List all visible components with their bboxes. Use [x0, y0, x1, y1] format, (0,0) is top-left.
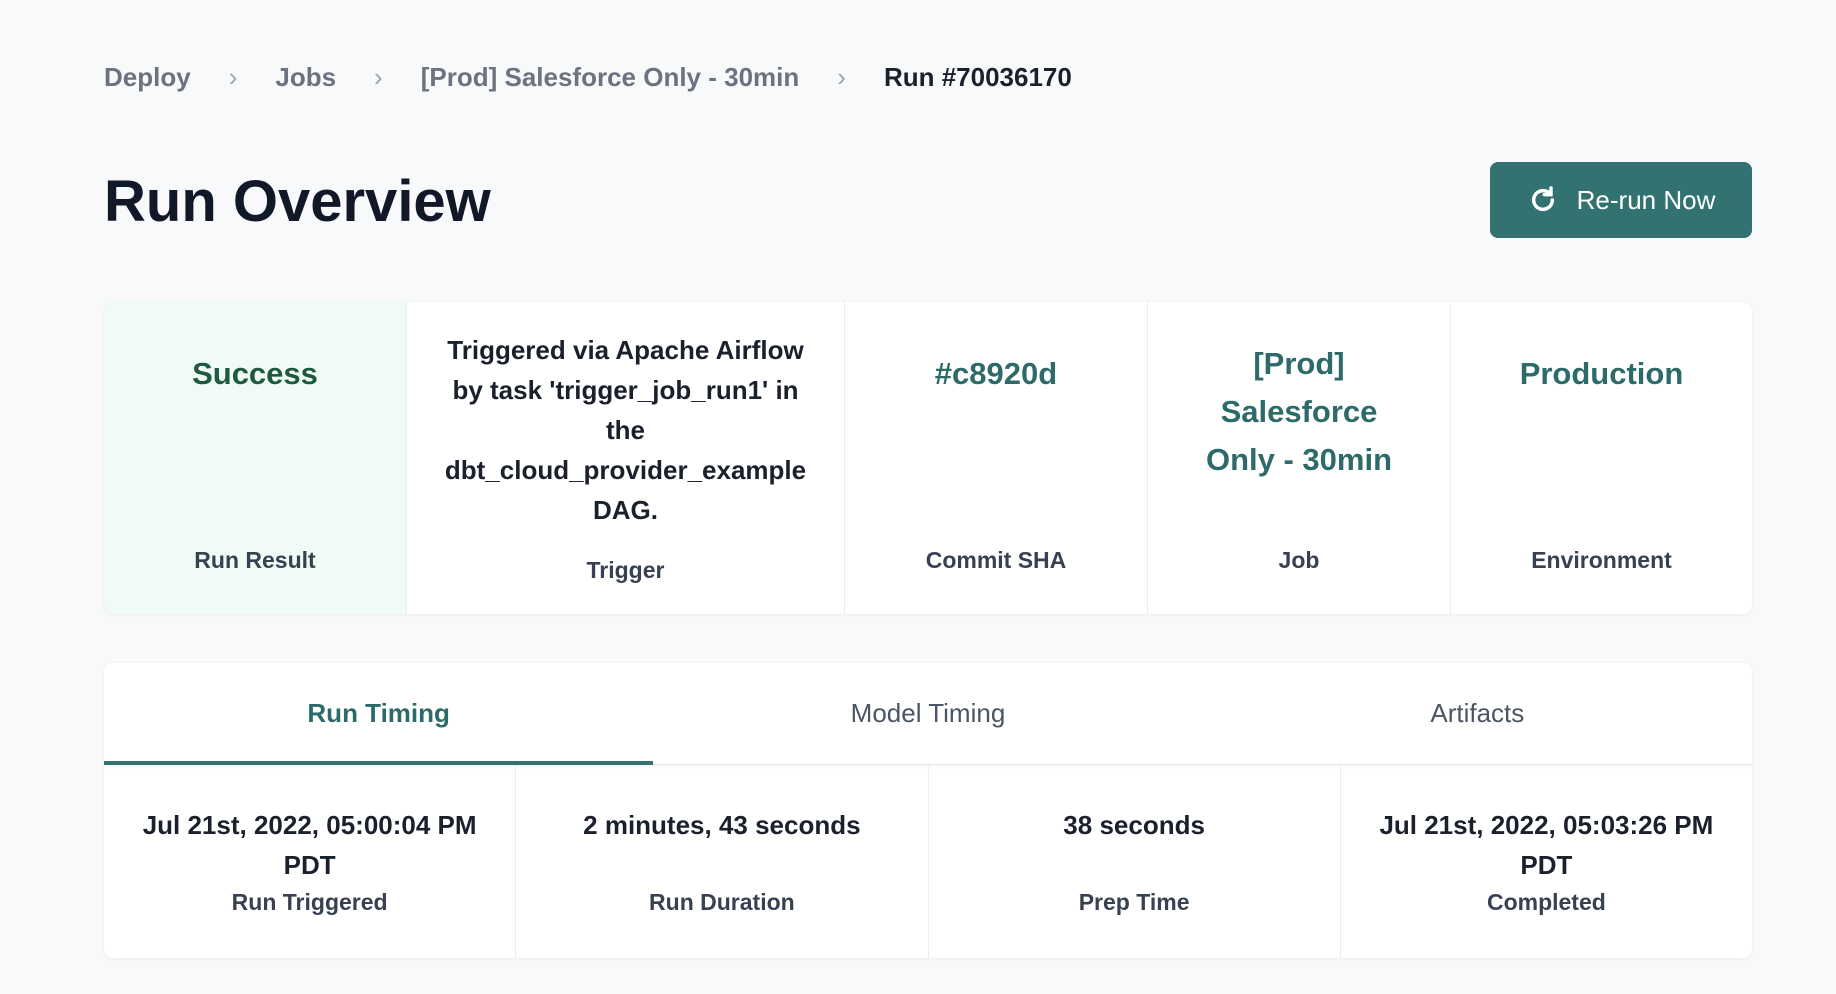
page-title: Run Overview [104, 169, 491, 234]
chevron-right-icon: › [228, 62, 238, 92]
prep-time-label: Prep Time [1078, 889, 1190, 915]
environment-label: Environment [1531, 547, 1672, 573]
prep-time-cell: 38 seconds Prep Time [927, 765, 1340, 958]
breadcrumb-run: Run #70036170 [883, 62, 1072, 92]
breadcrumb-jobs[interactable]: Jobs [275, 62, 337, 92]
run-triggered-label: Run Triggered [231, 889, 388, 915]
run-duration-label: Run Duration [649, 889, 795, 915]
chevron-right-icon: › [374, 62, 383, 92]
completed-label: Completed [1486, 889, 1606, 915]
tab-model-timing[interactable]: Model Timing [850, 698, 1006, 728]
completed-cell: Jul 21st, 2022, 05:03:26 PM PDT Complete… [1339, 765, 1752, 958]
run-summary-card: Success Run Result Triggered via Apache … [104, 302, 1752, 614]
trigger-cell: Triggered via Apache Airflow by task 'tr… [406, 302, 844, 614]
run-triggered-value: Jul 21st, 2022, 05:00:04 PM PDT [142, 810, 477, 880]
job-link[interactable]: [Prod] Salesforce Only - 30min [1205, 346, 1393, 477]
tab-run-timing[interactable]: Run Timing [104, 663, 654, 765]
breadcrumb-deploy[interactable]: Deploy [104, 62, 191, 92]
environment-link[interactable]: Production [1519, 356, 1684, 391]
tab-bar: Run Timing Model Timing Artifacts [104, 663, 1752, 765]
prep-time-value: 38 seconds [1063, 810, 1205, 840]
breadcrumb: Deploy › Jobs › [Prod] Salesforce Only -… [104, 62, 1072, 93]
run-result-value: Success [192, 356, 318, 391]
run-duration-value: 2 minutes, 43 seconds [583, 810, 861, 840]
commit-sha-link[interactable]: #c8920d [934, 356, 1058, 391]
rerun-label: Re-run Now [1576, 184, 1716, 215]
trigger-value: Triggered via Apache Airflow by task 'tr… [444, 335, 807, 525]
commit-label: Commit SHA [925, 547, 1067, 573]
run-triggered-cell: Jul 21st, 2022, 05:00:04 PM PDT Run Trig… [104, 765, 515, 958]
breadcrumb-job[interactable]: [Prod] Salesforce Only - 30min [420, 62, 800, 92]
job-label: Job [1278, 547, 1320, 573]
run-result-label: Run Result [194, 547, 316, 573]
trigger-label: Trigger [586, 557, 665, 583]
environment-cell: Production Environment [1450, 302, 1752, 614]
job-cell: [Prod] Salesforce Only - 30min Job [1147, 302, 1450, 614]
run-duration-cell: 2 minutes, 43 seconds Run Duration [515, 765, 927, 958]
chevron-right-icon: › [837, 62, 846, 92]
run-result-cell: Success Run Result [104, 302, 406, 614]
tab-artifacts[interactable]: Artifacts [1430, 698, 1525, 728]
run-timing-panel: Jul 21st, 2022, 05:00:04 PM PDT Run Trig… [104, 765, 1752, 958]
timing-card: Run Timing Model Timing Artifacts Jul 21… [104, 663, 1752, 958]
commit-cell: #c8920d Commit SHA [844, 302, 1147, 614]
rerun-button[interactable]: Re-run Now [1490, 162, 1752, 238]
completed-value: Jul 21st, 2022, 05:03:26 PM PDT [1379, 810, 1714, 880]
refresh-icon [1531, 186, 1554, 212]
